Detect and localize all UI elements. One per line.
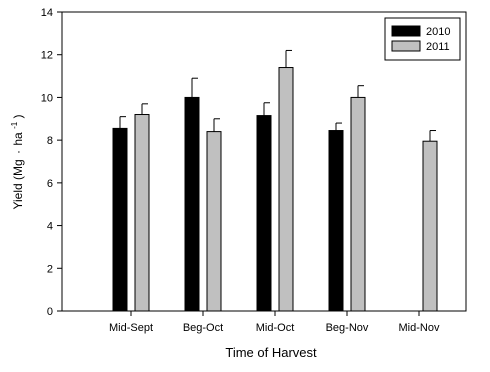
- y-tick-label: 0: [47, 306, 53, 318]
- x-tick-label: Mid-Sept: [109, 322, 153, 334]
- x-tick-label: Beg-Nov: [326, 322, 369, 334]
- legend-box: [384, 17, 461, 61]
- bar-2010-mid-sept: [112, 127, 128, 312]
- y-label-dot: ·: [11, 150, 25, 154]
- bar-2011-beg-nov: [350, 96, 366, 312]
- bar-2010-mid-oct: [256, 115, 272, 312]
- y-label-close: ): [11, 114, 25, 118]
- y-tick-label: 2: [47, 263, 53, 275]
- y-tick-label: 14: [41, 7, 53, 19]
- y-label-ha: ha: [11, 132, 25, 146]
- y-label-exponent: -1: [10, 121, 19, 129]
- tick-labels: 0 2 4 6 8 10 12 14 Mid-Sept Beg-Oct Mid-Oct Beg-Nov…: [41, 7, 440, 334]
- bar-2011-beg-oct: [206, 131, 222, 312]
- y-tick-label: 12: [41, 50, 53, 62]
- x-axis-label: Time of Harvest: [225, 345, 317, 360]
- legend-swatch-2011: [391, 40, 421, 52]
- y-tick-label: 4: [47, 221, 53, 233]
- legend-swatch-2010: [391, 25, 421, 37]
- y-label-main: Yield (Mg: [11, 159, 25, 209]
- x-tick-label: Mid-Nov: [399, 322, 440, 334]
- legend: 2010 2011: [384, 17, 461, 61]
- bar-2010-beg-nov: [328, 130, 344, 312]
- y-tick-label: 10: [41, 92, 53, 104]
- y-axis-label: Yield (Mg · ha -1 ): [6, 114, 25, 209]
- bar-2011-mid-nov: [422, 140, 438, 312]
- bar-2010-beg-oct: [184, 96, 200, 312]
- x-tick-label: Beg-Oct: [183, 322, 223, 334]
- x-tick-label: Mid-Oct: [256, 322, 295, 334]
- y-tick-label: 8: [47, 135, 53, 147]
- bars: [112, 49, 438, 312]
- bar-2011-mid-sept: [134, 114, 150, 312]
- y-tick-label: 6: [47, 178, 53, 190]
- legend-label-2010: 2010: [426, 26, 450, 38]
- legend-label-2011: 2011: [426, 41, 450, 53]
- bar-2011-mid-oct: [278, 67, 294, 312]
